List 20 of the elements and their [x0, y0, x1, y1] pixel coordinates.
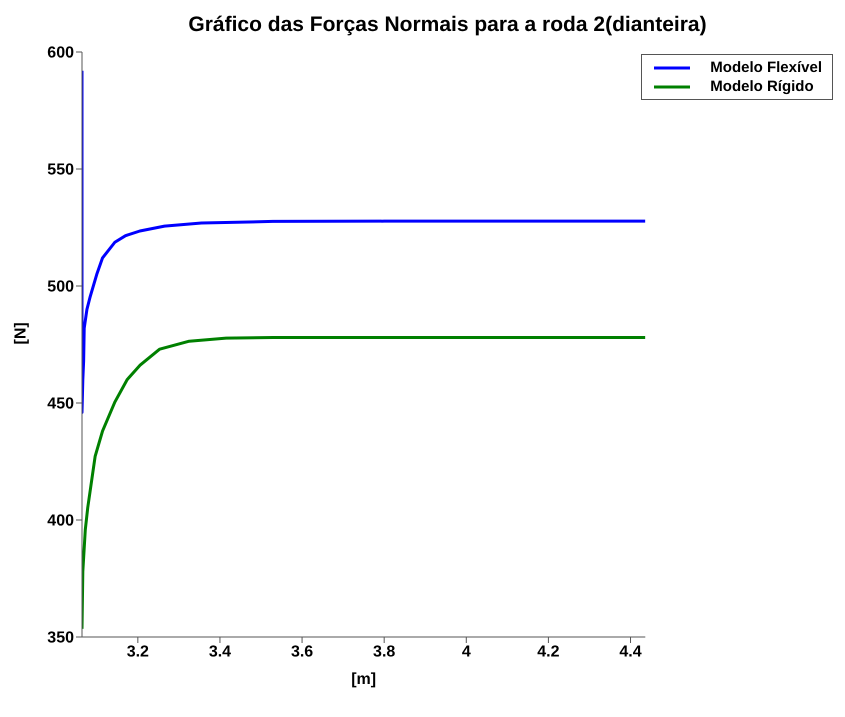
x-axis-title: [m]	[351, 671, 376, 688]
y-tick-label: 550	[47, 162, 74, 179]
legend-label: Modelo Flexível	[710, 59, 822, 76]
x-tick-label: 3.8	[373, 643, 396, 660]
line-series	[82, 69, 646, 414]
y-tick-label: 600	[47, 44, 74, 62]
x-tick-label: 4	[462, 643, 471, 660]
x-tick-label: 3.6	[290, 643, 314, 660]
y-tick-label: 400	[47, 512, 74, 530]
y-tick-label: 350	[47, 630, 74, 647]
x-tick-label: 3.4	[208, 643, 232, 660]
x-tick-label: 3.2	[126, 643, 150, 660]
legend-label: Modelo Rígido	[710, 78, 814, 95]
y-tick-label: 450	[47, 396, 74, 413]
x-tick-label: 4.4	[619, 643, 642, 660]
x-tick-label: 4.2	[537, 643, 560, 660]
line-series	[82, 336, 646, 630]
y-tick-label: 500	[47, 278, 74, 296]
chart-title: Gráfico das Forças Normais para a roda 2(dianteira)	[187, 12, 708, 38]
y-axis-title: [N]	[12, 322, 30, 344]
